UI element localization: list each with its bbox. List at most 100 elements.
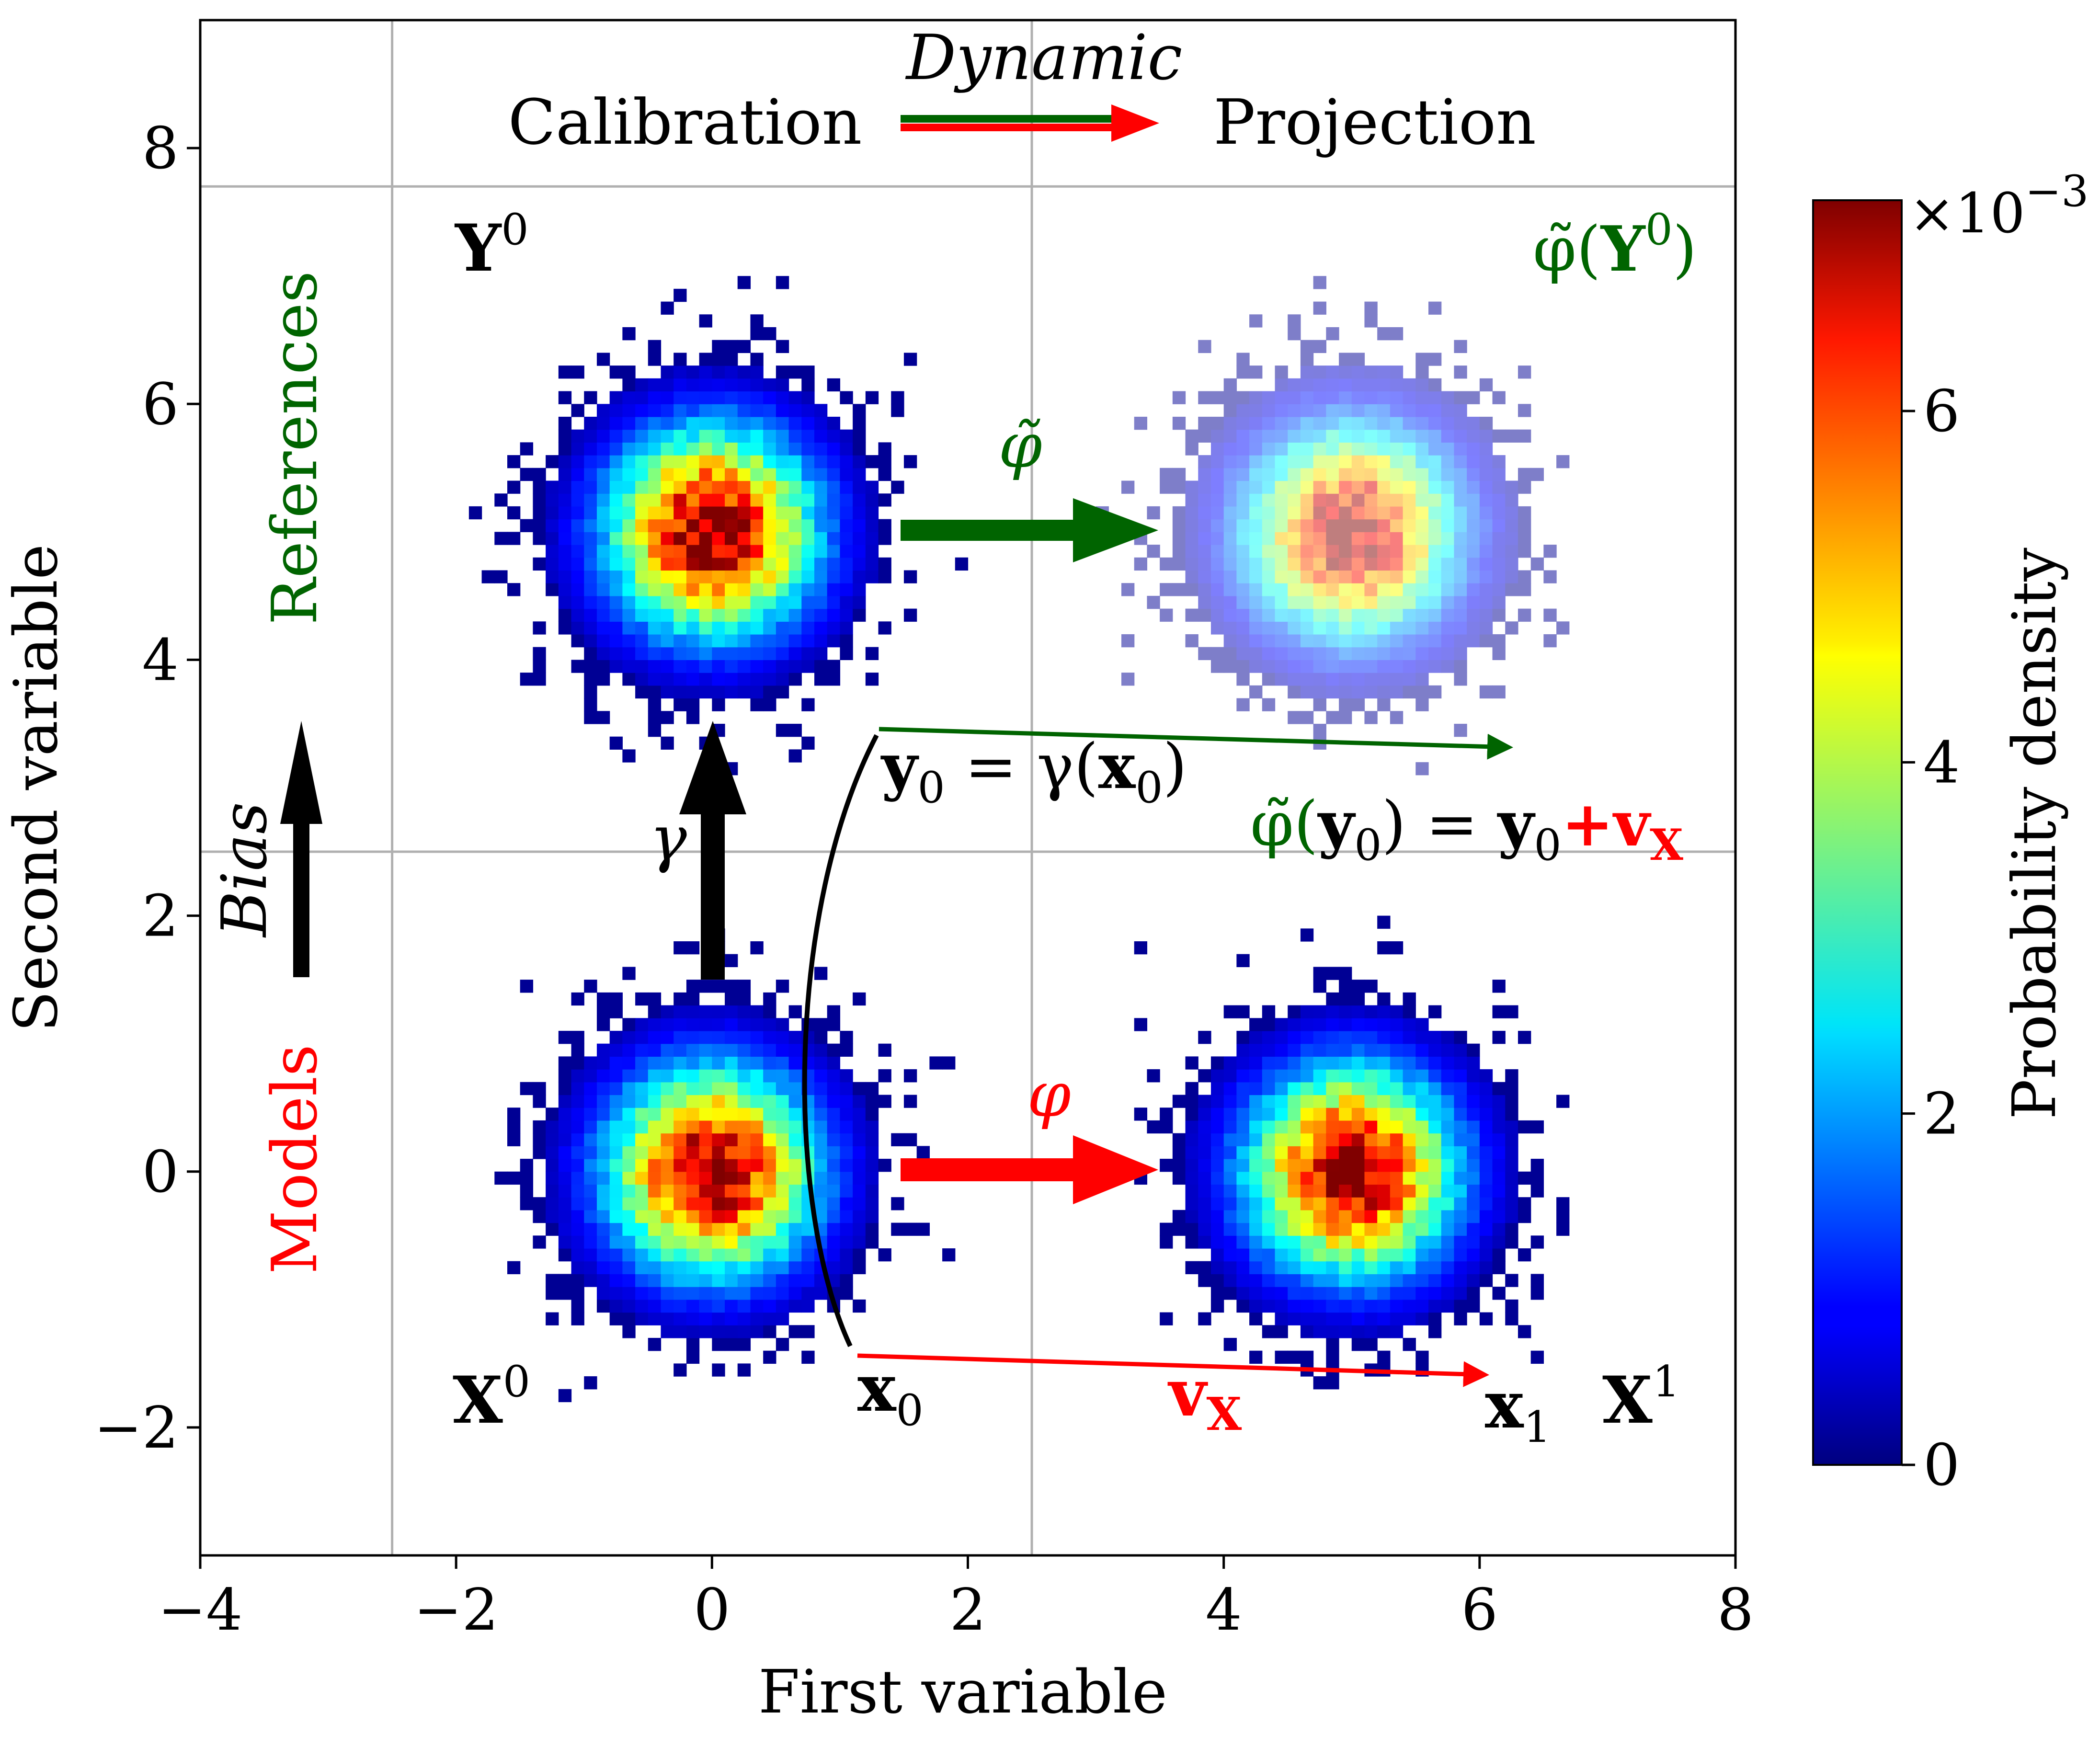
heatmap-cell (1403, 1069, 1416, 1083)
heatmap-cell (725, 557, 738, 571)
heatmap-cell (1313, 1376, 1326, 1390)
heatmap-cell (609, 1222, 623, 1236)
heatmap-cell (661, 634, 674, 648)
heatmap-cell (507, 532, 521, 545)
heatmap-cell (699, 980, 712, 993)
heatmap-cell (1198, 1030, 1211, 1044)
heatmap-cell (622, 1030, 636, 1044)
heatmap-cell (1210, 647, 1224, 661)
heatmap-cell (776, 1108, 789, 1121)
heatmap-cell (725, 468, 738, 481)
heatmap-cell (788, 1082, 802, 1096)
heatmap-cell (1351, 634, 1365, 648)
heatmap-cell (1351, 1325, 1365, 1338)
heatmap-cell (788, 1146, 802, 1159)
heatmap-cell (1377, 698, 1391, 711)
heatmap-cell (1326, 595, 1339, 609)
heatmap-cell (609, 660, 623, 673)
heatmap-cell (865, 545, 879, 558)
heatmap-cell (1249, 1146, 1263, 1159)
heatmap-cell (801, 1235, 815, 1249)
heatmap-cell (1223, 1184, 1237, 1198)
heatmap-cell (1492, 1171, 1506, 1185)
heatmap-cell (584, 442, 597, 456)
heatmap-cell (1505, 545, 1518, 558)
heatmap-cell (853, 1261, 866, 1275)
heatmap-cell (1313, 301, 1326, 315)
heatmap-cell (1198, 455, 1211, 468)
heatmap-cell (1275, 1274, 1288, 1287)
heatmap-cell (788, 673, 802, 686)
heatmap-cell (1172, 1171, 1186, 1185)
heatmap-cell (533, 493, 546, 507)
heatmap-cell (1377, 1069, 1391, 1083)
heatmap-cell (1467, 557, 1480, 571)
heatmap-cell (661, 647, 674, 661)
Y0-label: Y0 (454, 205, 529, 286)
heatmap-cell (1262, 557, 1276, 571)
heatmap-cell (1326, 519, 1339, 532)
heatmap-cell (1300, 1197, 1314, 1210)
heatmap-cell (776, 365, 789, 379)
x-tick-label: −2 (414, 1577, 499, 1644)
heatmap-cell (661, 1287, 674, 1300)
heatmap-cell (1313, 1197, 1326, 1210)
heatmap-cell (1288, 506, 1301, 520)
heatmap-cell (1364, 301, 1378, 315)
heatmap-cell (1210, 1222, 1224, 1236)
heatmap-cell (788, 723, 802, 737)
heatmap-cell (814, 1030, 828, 1044)
dynamic-arrow (901, 104, 1159, 142)
heatmap-cell (584, 493, 597, 507)
cluster-Y^0 (468, 276, 969, 776)
heatmap-cell (661, 595, 674, 609)
heatmap-cell (725, 1171, 738, 1185)
heatmap-cell (1492, 429, 1506, 443)
heatmap-cell (750, 1248, 764, 1262)
heatmap-cell (571, 1287, 584, 1300)
heatmap-cell (725, 1222, 738, 1236)
heatmap-cell (1518, 480, 1531, 494)
heatmap-cell (1210, 1210, 1224, 1223)
heatmap-cell (712, 1197, 725, 1210)
heatmap-cell (712, 557, 725, 571)
heatmap-cell (1364, 1171, 1378, 1185)
heatmap-cell (878, 468, 891, 481)
heatmap-cell (1518, 1197, 1531, 1210)
heatmap-cell (788, 1159, 802, 1172)
heatmap-cell (712, 468, 725, 481)
heatmap-cell (1351, 1056, 1365, 1070)
heatmap-cell (622, 455, 636, 468)
heatmap-cell (1441, 506, 1455, 520)
heatmap-cell (1428, 1159, 1442, 1172)
heatmap-cell (673, 1159, 687, 1172)
heatmap-cell (1326, 967, 1339, 980)
heatmap-cell (750, 1159, 764, 1172)
heatmap-cell (1249, 1197, 1263, 1210)
heatmap-cell (827, 545, 841, 558)
heatmap-cell (1313, 1235, 1326, 1249)
heatmap-cell (686, 1312, 700, 1325)
heatmap-cell (1415, 1082, 1429, 1096)
heatmap-cell (596, 1082, 610, 1096)
heatmap-cell (1313, 621, 1326, 635)
heatmap-cell (1556, 455, 1570, 468)
heatmap-cell (1351, 673, 1365, 686)
heatmap-cell (1556, 1197, 1570, 1210)
heatmap-cell (661, 1197, 674, 1210)
heatmap-cell (763, 1235, 776, 1249)
heatmap-cell (1428, 1222, 1442, 1236)
heatmap-cell (571, 404, 584, 417)
heatmap-cell (609, 1274, 623, 1287)
heatmap-cell (903, 570, 917, 583)
heatmap-cell (1185, 1082, 1198, 1096)
models-label: Models (258, 1044, 331, 1274)
heatmap-cell (1454, 480, 1467, 494)
x-tick-label: 6 (1461, 1577, 1498, 1644)
heatmap-cell (1390, 365, 1404, 379)
heatmap-cell (776, 455, 789, 468)
heatmap-cell (533, 647, 546, 661)
heatmap-cell (699, 442, 712, 456)
heatmap-cell (1479, 442, 1493, 456)
heatmap-cell (1467, 1133, 1480, 1146)
